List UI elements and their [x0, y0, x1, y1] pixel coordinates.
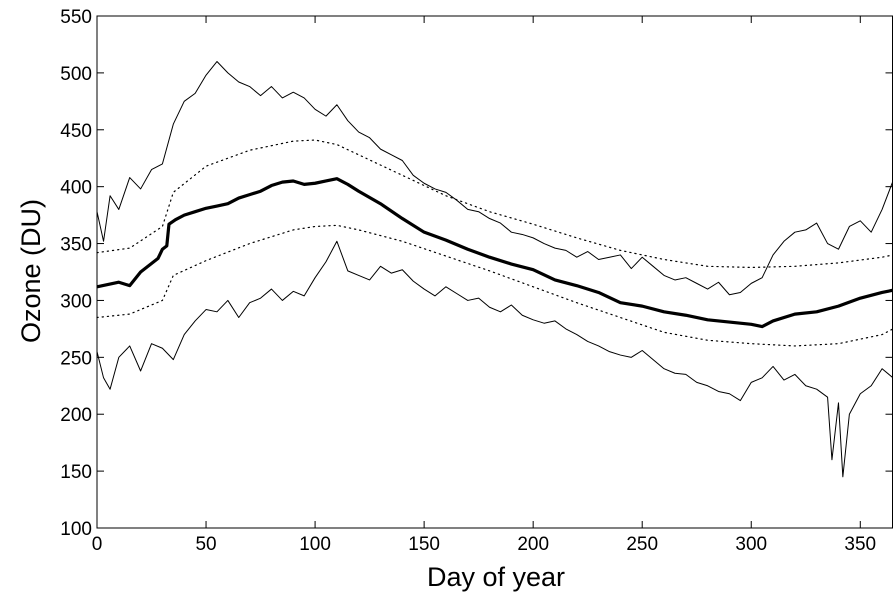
x-tick-label: 300: [735, 534, 767, 555]
y-axis-title: Ozone (DU): [16, 199, 46, 343]
x-tick-label: 200: [517, 534, 549, 555]
x-tick-label: 50: [195, 534, 216, 555]
x-tick-label: 150: [408, 534, 440, 555]
y-tick-label: 250: [60, 348, 92, 369]
series-line-lower-dotted: [96, 224, 893, 347]
y-tick-label: 200: [60, 405, 92, 426]
y-tick-label: 100: [60, 519, 92, 540]
y-tick-label: 400: [60, 178, 92, 199]
x-tick-label: 250: [626, 534, 658, 555]
axes-layer: 0 50 100 150 200 250 300 350 100 150 200 250 300 350 4…: [60, 7, 893, 555]
series-line-mean: [96, 177, 893, 329]
series-line-lower-thin: [96, 240, 893, 478]
y-tick-label: 150: [60, 462, 92, 483]
plot-frame: [96, 15, 893, 529]
x-tick-label: 100: [299, 534, 331, 555]
x-tick-label: 0: [92, 534, 103, 555]
y-tick-label: 300: [60, 291, 92, 312]
series-layer: [96, 61, 893, 478]
x-axis-title: Day of year: [427, 562, 565, 592]
x-tick-label: 350: [844, 534, 876, 555]
series-line-upper-thin: [96, 61, 893, 296]
y-tick-label: 550: [60, 7, 92, 28]
series-line-upper-dotted: [96, 139, 893, 269]
y-tick-label: 500: [60, 64, 92, 85]
y-tick-label: 450: [60, 121, 92, 142]
y-tick-label: 350: [60, 235, 92, 256]
